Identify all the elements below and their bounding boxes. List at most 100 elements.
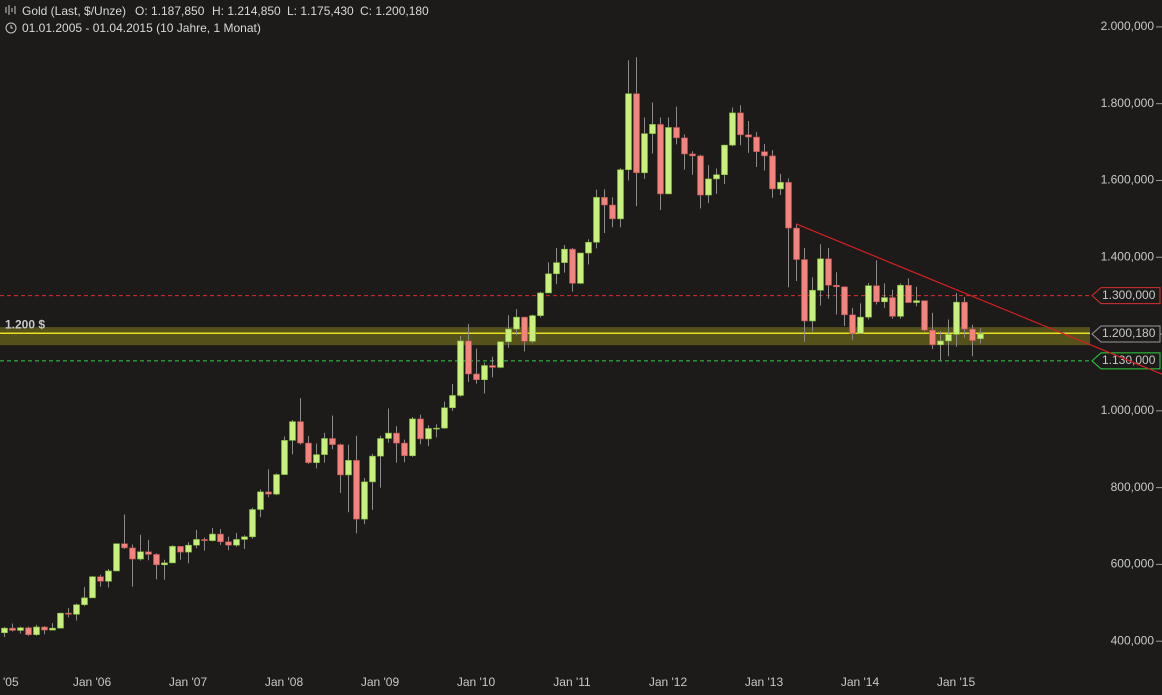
y-tick-label: 1.400,000 (1101, 249, 1155, 263)
candle-down (465, 340, 472, 375)
candle-up (497, 341, 504, 368)
y-tick-label: 1.800,000 (1101, 96, 1155, 110)
candle-up (249, 509, 256, 538)
candle-down (41, 626, 48, 631)
candle-up (57, 612, 64, 629)
candle-up (233, 539, 240, 546)
trendline (795, 223, 1162, 375)
candle-down (673, 127, 680, 139)
candle-down (841, 286, 848, 316)
candle-up (529, 315, 536, 342)
date-range: 01.01.2005 - 01.04.2015 (10 Jahre, 1 Mon… (22, 21, 261, 35)
instrument: Gold (Last, $/Unze) (22, 4, 126, 18)
candle-down (401, 442, 408, 457)
candle-down (873, 285, 880, 303)
candle-up (169, 546, 176, 564)
x-tick-label: Jan '14 (841, 675, 880, 689)
candle-down (681, 137, 688, 155)
candle-up (577, 252, 584, 284)
candle-up (433, 427, 440, 430)
candle-down (785, 182, 792, 229)
candle-down (833, 284, 840, 288)
x-tick-label: '05 (3, 675, 19, 689)
candle-up (705, 178, 712, 196)
candle-up (809, 289, 816, 322)
y-tick-label: 1.600,000 (1101, 173, 1155, 187)
candle-up (209, 533, 216, 541)
candle-up (33, 626, 40, 635)
candle-up (817, 258, 824, 291)
candle-down (225, 541, 232, 546)
candle-down (753, 136, 760, 152)
candle-down (737, 112, 744, 136)
candle-up (449, 395, 456, 409)
candle-up (617, 169, 624, 220)
candle-up (641, 133, 648, 174)
candle-down (609, 204, 616, 220)
candle-up (281, 440, 288, 475)
candle-down (65, 612, 72, 615)
candle-down (393, 432, 400, 444)
level-tag (1091, 352, 1161, 370)
candle-down (25, 627, 32, 635)
candle-up (977, 333, 984, 340)
candle-up (593, 197, 600, 243)
candle-down (9, 627, 16, 631)
candle-down (745, 134, 752, 138)
candle-down (921, 300, 928, 331)
candle-down (521, 316, 528, 342)
candle-down (337, 444, 344, 476)
candle-down (889, 297, 896, 317)
candle-up (649, 124, 656, 134)
x-tick-label: Jan '07 (169, 675, 208, 689)
x-tick-label: Jan '10 (457, 675, 496, 689)
x-tick-label: Jan '13 (745, 675, 784, 689)
low-value: L: 1.175,430 (287, 4, 354, 18)
candle-down (121, 543, 128, 549)
candle-up (409, 418, 416, 457)
x-tick-label: Jan '15 (937, 675, 976, 689)
candle-up (857, 316, 864, 334)
band-zone (0, 327, 1090, 346)
candle-down (689, 153, 696, 157)
candle-up (17, 627, 24, 631)
candle-down (145, 551, 152, 555)
candle-down (417, 418, 424, 440)
candle-up (913, 300, 920, 303)
candle-up (713, 174, 720, 180)
candle-up (953, 301, 960, 335)
level-label: 1.300,000 (1102, 288, 1156, 302)
candle-up (425, 428, 432, 440)
candle-up (777, 182, 784, 190)
candle-down (305, 442, 312, 463)
candle-up (193, 539, 200, 546)
open-value: O: 1.187,850 (135, 4, 205, 18)
x-tick-label: Jan '09 (361, 675, 400, 689)
y-tick-label: 1.000,000 (1101, 403, 1155, 417)
candle-up (441, 407, 448, 429)
candle-up (105, 570, 112, 582)
y-tick-label: 2.000,000 (1101, 19, 1155, 33)
candle-up (625, 93, 632, 171)
candle-down (601, 197, 608, 206)
candle-up (1, 627, 8, 634)
candle-up (385, 432, 392, 439)
candle-up (481, 365, 488, 381)
candle-up (137, 551, 144, 560)
candle-up (273, 474, 280, 495)
candle-up (361, 481, 368, 520)
candle-up (73, 604, 80, 615)
close-value: C: 1.200,180 (360, 4, 429, 18)
candle-up (377, 438, 384, 457)
candle-up (721, 144, 728, 175)
candle-down (569, 248, 576, 284)
candle-down (761, 151, 768, 157)
last-price-label: 1.200,180 (1102, 326, 1156, 340)
y-tick-label: 400,000 (1111, 633, 1155, 647)
candle-up (945, 334, 952, 342)
candle-down (201, 539, 208, 541)
candle-up (537, 292, 544, 316)
candle-up (729, 112, 736, 146)
candle-up (345, 460, 352, 476)
